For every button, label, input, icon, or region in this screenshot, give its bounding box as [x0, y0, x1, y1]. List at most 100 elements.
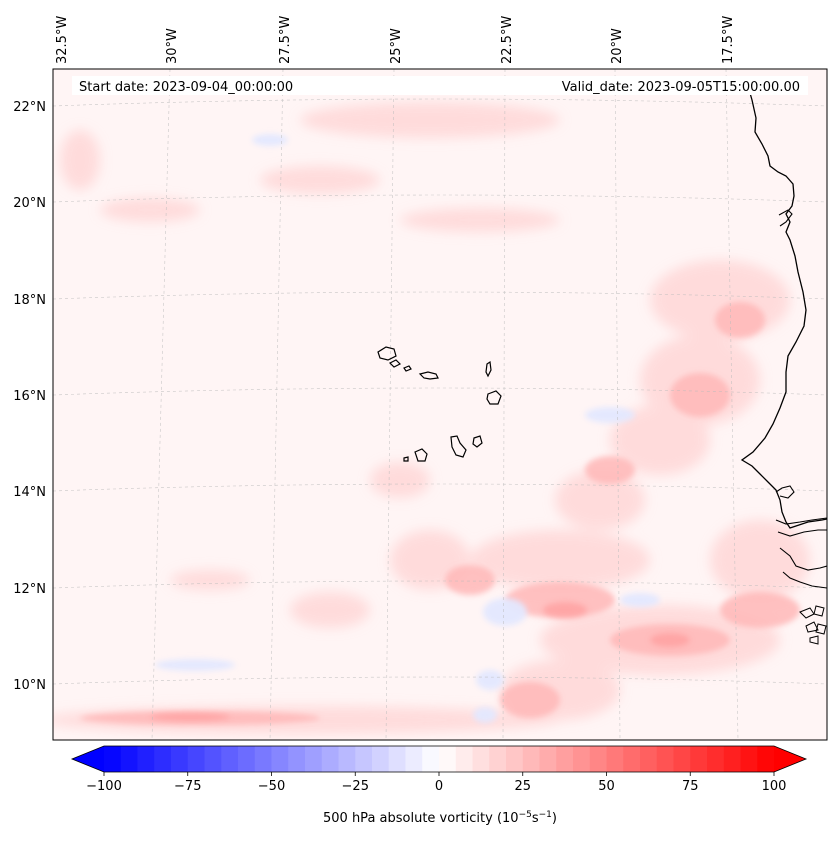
- fogo: [414, 448, 428, 462]
- gridline-lon-30w: [151, 69, 171, 740]
- colorbar-swatch: [137, 746, 155, 772]
- colorbar-swatch: [539, 746, 557, 772]
- vorticity-field: [53, 102, 810, 734]
- lat-label-12n: 12°N: [13, 582, 46, 597]
- sao-nicolau: [418, 371, 439, 380]
- gridline-lon-25w: [385, 69, 395, 740]
- colorbar-swatch: [640, 746, 658, 772]
- lat-label-20n: 20°N: [13, 196, 46, 211]
- colorbar-swatch: [405, 746, 423, 772]
- lon-label-17-5w: 17.5°W: [721, 16, 736, 64]
- colorbar-swatch: [673, 746, 691, 772]
- senegal-river-mouth: [778, 209, 793, 227]
- date-banner: [72, 76, 808, 95]
- colorbar-swatch: [254, 746, 273, 772]
- colorbar-swatch: [204, 746, 222, 772]
- colorbar-swatch: [221, 746, 239, 772]
- colorbar-swatch: [556, 746, 574, 772]
- colorbar-tick-label: 50: [598, 779, 615, 794]
- lon-label-25w: 25°W: [389, 28, 404, 64]
- lon-label-20w: 20°W: [610, 28, 625, 64]
- colorbar-tick-label: −75: [174, 779, 201, 794]
- colorbar-swatch: [120, 746, 139, 772]
- map-frame: [52, 68, 828, 741]
- colorbar-swatch: [338, 746, 356, 772]
- gridlines: [53, 69, 827, 740]
- colorbar-swatch: [171, 746, 189, 772]
- gridline-lat-18n: [53, 291, 827, 300]
- lat-label-18n: 18°N: [13, 293, 46, 308]
- colorbar-swatch: [506, 746, 524, 772]
- colorbar-tick-label: −25: [342, 779, 369, 794]
- colorbar-label: 500 hPa absolute vorticity (10−5s−1): [323, 810, 557, 826]
- maio: [472, 435, 483, 448]
- cape-verde-islands: [377, 346, 502, 462]
- colorbar-swatch: [238, 746, 256, 772]
- colorbar-swatch: [187, 746, 206, 772]
- colorbar-swatch: [355, 746, 373, 772]
- colorbar-swatch: [455, 746, 474, 772]
- colorbar-swatch: [422, 746, 440, 772]
- gambia-coast: [775, 517, 827, 537]
- colorbar-swatch: [372, 746, 390, 772]
- boa-vista: [486, 390, 502, 405]
- sal: [485, 360, 492, 378]
- colorbar-swatch: [489, 746, 507, 772]
- start-date-label: Start date: 2023-09-04_00:00:00: [79, 80, 293, 95]
- africa-coastline: [740, 85, 827, 529]
- colorbar-swatch: [154, 746, 172, 772]
- longitude-labels: 32.5°W 30°W 27.5°W 25°W 22.5°W 20°W 17.5…: [55, 16, 736, 64]
- colorbar-tick-label: 25: [514, 779, 531, 794]
- lat-label-16n: 16°N: [13, 389, 46, 404]
- santa-luzia: [403, 365, 412, 372]
- sao-vicente: [388, 359, 402, 368]
- lat-label-14n: 14°N: [13, 485, 46, 500]
- colorbar-min-extension: [72, 746, 104, 772]
- colorbar-swatches: [104, 746, 775, 772]
- colorbar-tick-label: −100: [86, 779, 122, 794]
- lon-label-27-5w: 27.5°W: [278, 16, 293, 64]
- gridline-lat-14n: [53, 483, 827, 492]
- colorbar-swatch: [589, 746, 608, 772]
- colorbar-swatch: [573, 746, 591, 772]
- colorbar-swatch: [623, 746, 641, 772]
- colorbar-swatch: [740, 746, 758, 772]
- colorbar-tick-label: 75: [682, 779, 699, 794]
- dakar-peninsula: [775, 485, 795, 499]
- colorbar-swatch: [305, 746, 323, 772]
- colorbar-max-extension: [774, 746, 806, 772]
- latitude-labels: 22°N 20°N 18°N 16°N 14°N 12°N 10°N: [13, 100, 46, 693]
- lon-label-32-5w: 32.5°W: [55, 16, 70, 64]
- colorbar-swatch: [757, 746, 775, 772]
- colorbar-tick-label: 0: [435, 779, 443, 794]
- santiago: [450, 435, 467, 458]
- gridline-lat-10n: [53, 676, 827, 685]
- gridline-lon-17-5w: [725, 69, 739, 740]
- colorbar-swatch: [723, 746, 742, 772]
- lon-label-30w: 30°W: [165, 28, 180, 64]
- gridline-lon-27-5w: [269, 69, 284, 740]
- colorbar-swatch: [388, 746, 407, 772]
- colorbar-ticks: −100 −75 −50 −25 0 25 50 75 100: [86, 772, 786, 794]
- gridline-lat-16n: [53, 387, 827, 396]
- colorbar-swatch: [522, 746, 541, 772]
- colorbar-swatch: [321, 746, 340, 772]
- colorbar-swatch: [271, 746, 289, 772]
- santo-antao: [377, 346, 397, 361]
- lat-label-10n: 10°N: [13, 678, 46, 693]
- colorbar-swatch: [656, 746, 675, 772]
- colorbar: −100 −75 −50 −25 0 25 50 75 100 500 hPa absolute…: [70, 745, 808, 826]
- gridline-lat-22n: [53, 98, 827, 107]
- gridline-lon-22-5w: [502, 69, 506, 740]
- brava: [403, 456, 409, 462]
- guinea-bissau-coast: [779, 547, 827, 589]
- colorbar-swatch: [707, 746, 725, 772]
- colorbar-swatch: [439, 746, 457, 772]
- gridline-lon-20w: [614, 69, 621, 740]
- colorbar-tick-label: 100: [762, 779, 787, 794]
- map-panel[interactable]: Start date: 2023-09-04_00:00:00 Valid_da…: [40, 69, 827, 740]
- colorbar-swatch: [606, 746, 624, 772]
- bijagos-islands: [799, 605, 827, 645]
- colorbar-swatch: [288, 746, 306, 772]
